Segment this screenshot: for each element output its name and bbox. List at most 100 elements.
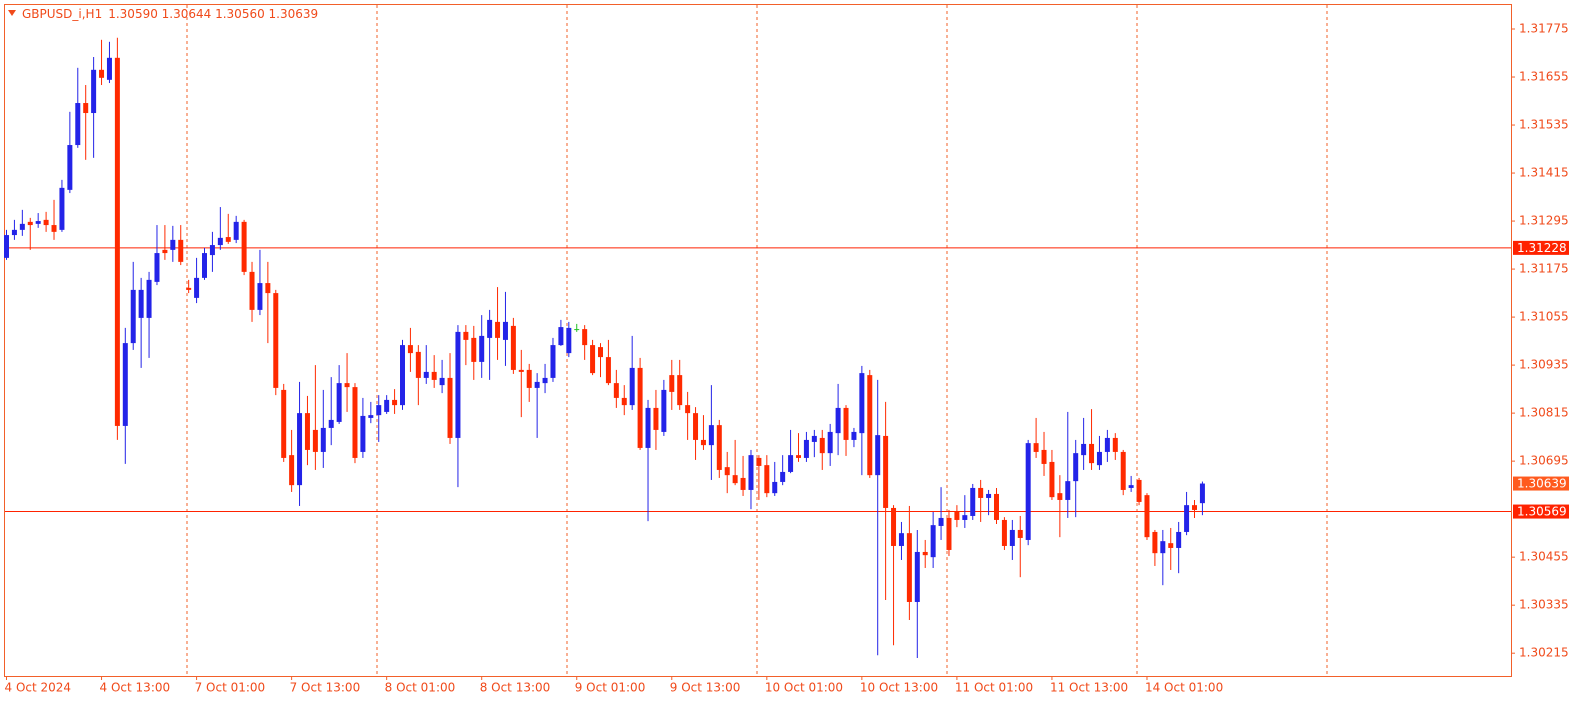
candle-body [1112,437,1118,452]
x-tick-label: 10 Oct 13:00 [860,681,938,695]
candle-body [487,319,493,338]
candle-body [194,277,200,298]
candle-body [1199,483,1205,504]
x-tick-label: 4 Oct 13:00 [100,681,171,695]
x-tick-label: 9 Oct 13:00 [670,681,741,695]
plot-frame [4,4,1512,677]
candle-body [1049,461,1055,498]
candle-body [716,425,722,470]
y-tick-label: 1.30815 [1519,406,1569,420]
candle-body [257,283,263,310]
candle-body [51,225,57,232]
candle-body [1081,443,1087,456]
candle-body [83,103,89,114]
candle-body [582,329,588,346]
candle-body [304,413,310,450]
candle-body [186,287,192,290]
candle-body [431,371,437,380]
candle-body [336,383,342,422]
y-tick-label: 1.31055 [1519,310,1569,324]
candle-body [685,405,691,414]
candle-body [99,69,105,78]
candle-body [352,387,358,458]
candle-body [1025,443,1031,540]
candle-body [796,455,801,458]
candle-body [1065,481,1071,500]
candle-body [669,375,675,392]
candle-body [43,219,49,226]
candle-body [154,253,160,282]
candle-body [495,321,501,338]
x-tick-label: 4 Oct 2024 [5,681,72,695]
candle-body [384,399,390,412]
candle-body [400,345,405,406]
candle-body [455,331,461,438]
candle-body [534,381,540,388]
y-tick-label: 1.31775 [1519,22,1569,36]
candle-body [1120,451,1126,490]
candle-body [914,551,920,602]
candle-body [811,435,817,442]
candle-body [368,415,374,418]
candle-body [510,325,516,370]
candle-body [1057,493,1063,500]
chart-header: GBPUSD_i,H1 1.30590 1.30644 1.30560 1.306… [22,7,318,21]
candle-body [249,271,255,310]
y-tick-label: 1.31655 [1519,70,1569,84]
y-tick-label: 1.31415 [1519,166,1569,180]
candle-body [273,293,279,388]
candle-body [1001,519,1007,546]
candle-body [1009,529,1015,546]
candle-body [708,425,714,446]
x-tick-label: 7 Oct 01:00 [195,681,266,695]
candle-body [297,413,303,486]
price-level-box [1513,240,1569,255]
y-tick-label: 1.30335 [1519,598,1569,612]
candle-body [1192,505,1197,510]
candle-body [27,221,33,226]
candle-body [867,375,873,476]
candle-body [178,239,184,262]
candle-body [724,467,730,476]
candle-body [502,321,508,340]
candle-body [962,515,968,520]
chart-subtitle: 1.30590 1.30644 1.30560 1.30639 [108,7,318,21]
candle-body [122,343,128,426]
candle-body [328,419,334,428]
candle-body [59,187,65,230]
candle-body [1168,543,1174,548]
x-tick-label: 11 Oct 13:00 [1050,681,1128,695]
candle-body [590,345,596,374]
candle-body [859,373,865,434]
candle-body [772,481,778,494]
price-level-box [1513,504,1569,519]
candle-body [360,415,366,452]
y-tick-label: 1.30455 [1519,550,1569,564]
candle-body [906,533,912,602]
menu-triangle[interactable] [8,10,16,16]
candle-body [938,517,944,526]
candle-body [637,367,643,448]
candle-body [241,221,247,272]
candle-body [566,327,572,354]
x-tick-label: 9 Oct 01:00 [575,681,646,695]
candle-body [1136,479,1142,502]
candle-body [803,439,809,458]
candle-body [788,455,794,472]
candle-body [170,239,176,250]
period-separators [186,5,1328,676]
candle-body [898,533,904,546]
candle-body [653,407,659,430]
candle-body [376,405,382,416]
candle-body [1144,495,1150,538]
candle-body [970,487,976,516]
candle-body [518,369,524,372]
candle-body [233,221,239,240]
candle-body [1160,541,1166,554]
candle-body [954,511,960,520]
candle-body [1096,451,1102,466]
candle-body [645,407,651,448]
